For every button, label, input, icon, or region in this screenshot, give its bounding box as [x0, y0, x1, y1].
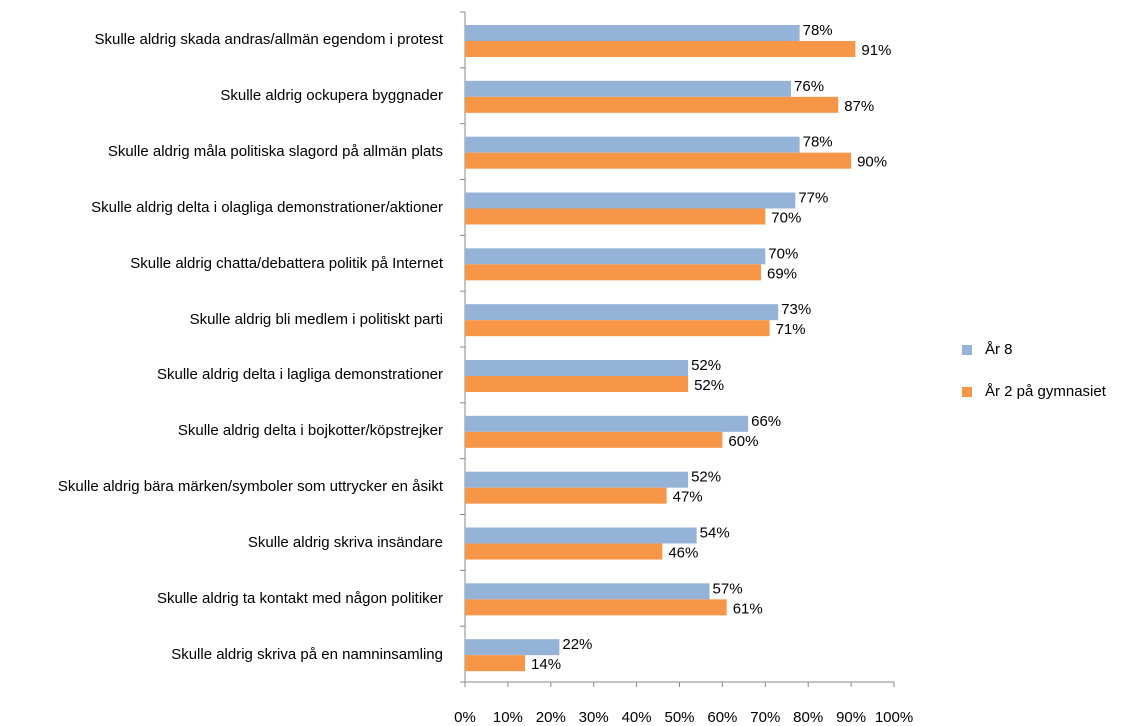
category-text: Skulle aldrig skriva insändare — [247, 533, 443, 551]
bar — [465, 96, 839, 113]
bar — [465, 304, 779, 321]
data-label: 54% — [700, 524, 730, 541]
category-text: Skulle aldrig skriva på en namninsamling — [171, 645, 443, 663]
data-label: 71% — [776, 321, 806, 338]
data-label: 91% — [861, 42, 891, 59]
data-label: 60% — [728, 433, 758, 450]
data-label: 52% — [694, 377, 724, 394]
bar — [465, 248, 766, 265]
category-label: Skulle aldrig måla politiska slagord på … — [108, 124, 443, 180]
legend-label: År 2 på gymnasiet — [985, 383, 1107, 400]
data-label: 70% — [768, 245, 798, 262]
bar — [465, 80, 792, 97]
x-tick-label: 20% — [536, 709, 566, 726]
category-label: Skulle aldrig delta i bojkotter/köpstrej… — [178, 403, 443, 459]
category-label: Skulle aldrig bli medlem i politiskt par… — [190, 291, 443, 347]
category-label: Skulle aldrig ockupera byggnader — [220, 68, 443, 124]
data-label: 14% — [531, 656, 561, 673]
category-text: Skulle aldrig skada andras/allmän egendo… — [94, 31, 443, 49]
data-label: 46% — [668, 544, 698, 561]
data-label: 61% — [733, 600, 763, 617]
category-label: Skulle aldrig delta i olagliga demonstra… — [91, 180, 443, 236]
category-label: Skulle aldrig skriva insändare — [248, 515, 443, 571]
x-tick-label: 40% — [622, 709, 652, 726]
legend-swatch — [962, 345, 972, 355]
data-label: 73% — [781, 301, 811, 318]
bar — [465, 320, 770, 337]
bar — [465, 208, 766, 225]
bar — [465, 376, 689, 392]
category-text: Skulle aldrig delta i lagliga demonstrat… — [157, 366, 443, 384]
category-text: Skulle aldrig ockupera byggnader — [220, 87, 443, 105]
x-tick-label: 100% — [875, 709, 913, 726]
bar — [465, 583, 710, 600]
bar — [465, 487, 667, 504]
data-label: 47% — [673, 489, 703, 506]
legend-swatch — [962, 387, 972, 397]
category-label: Skulle aldrig skriva på en namninsamling — [171, 626, 443, 682]
category-label: Skulle aldrig chatta/debattera politik p… — [130, 235, 443, 291]
x-tick-label: 70% — [750, 709, 780, 726]
bar — [465, 360, 689, 376]
bar — [465, 41, 856, 57]
bar — [465, 543, 663, 560]
data-label: 78% — [803, 22, 833, 39]
category-text: Skulle aldrig bära märken/symboler som u… — [57, 478, 443, 496]
category-label: Skulle aldrig delta i lagliga demonstrat… — [157, 347, 443, 403]
x-tick-label: 30% — [579, 709, 609, 726]
data-label: 22% — [562, 636, 592, 653]
data-label: 76% — [794, 78, 824, 95]
category-text: Skulle aldrig ta kontakt med någon polit… — [157, 589, 443, 607]
category-text: Skulle aldrig måla politiska slagord på … — [107, 143, 443, 161]
bar — [465, 192, 796, 209]
category-label: Skulle aldrig skada andras/allmän egendo… — [94, 12, 443, 68]
bar — [465, 415, 749, 432]
data-label: 52% — [691, 357, 721, 374]
data-label: 52% — [691, 469, 721, 486]
category-label: Skulle aldrig bära märken/symboler som u… — [58, 459, 443, 515]
bar — [465, 599, 727, 616]
bar — [465, 431, 723, 448]
x-tick-label: 90% — [836, 709, 866, 726]
category-text: Skulle aldrig bli medlem i politiskt par… — [189, 310, 443, 328]
data-label: 70% — [771, 209, 801, 226]
x-tick-label: 60% — [707, 709, 737, 726]
data-label: 66% — [751, 413, 781, 430]
category-text: Skulle aldrig delta i olagliga demonstra… — [91, 198, 443, 216]
x-tick-label: 80% — [793, 709, 823, 726]
data-label: 87% — [844, 98, 874, 115]
bar — [465, 136, 800, 153]
bar — [465, 655, 526, 672]
x-tick-label: 50% — [664, 709, 694, 726]
data-label: 90% — [857, 154, 887, 171]
bar — [465, 527, 697, 544]
data-label: 57% — [713, 580, 743, 597]
x-tick-label: 10% — [493, 709, 523, 726]
data-label: 78% — [803, 134, 833, 151]
bar — [465, 639, 560, 656]
x-tick-label: 0% — [454, 709, 476, 726]
bar — [465, 471, 689, 488]
data-label: 69% — [767, 265, 797, 282]
category-label: Skulle aldrig ta kontakt med någon polit… — [157, 570, 443, 626]
bar — [465, 25, 800, 41]
data-label: 77% — [798, 189, 828, 206]
category-text: Skulle aldrig chatta/debattera politik p… — [130, 254, 443, 272]
category-text: Skulle aldrig delta i bojkotter/köpstrej… — [177, 422, 443, 440]
bar — [465, 264, 762, 281]
legend-label: År 8 — [985, 341, 1013, 358]
bar — [465, 152, 852, 169]
